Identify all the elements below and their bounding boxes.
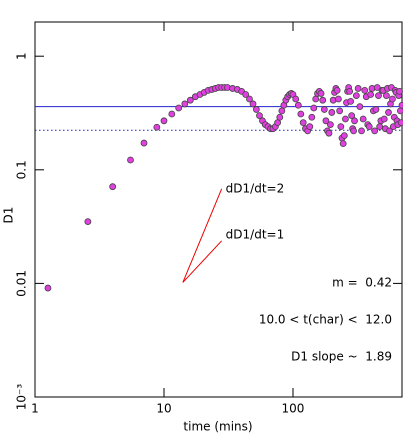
data-point — [337, 123, 345, 131]
data-point — [335, 95, 342, 103]
data-point — [160, 117, 168, 125]
data-point — [340, 132, 348, 140]
data-point — [310, 104, 318, 112]
data-point — [376, 123, 384, 131]
data-point — [327, 121, 334, 128]
data-point — [352, 92, 360, 99]
data-point — [359, 115, 367, 123]
data-point — [342, 115, 349, 123]
data-point — [299, 119, 307, 127]
data-point — [153, 123, 161, 131]
data-point — [339, 140, 347, 148]
data-point — [336, 107, 344, 115]
data-point — [308, 113, 316, 121]
slope-label: dD1/dt=2 — [226, 181, 285, 195]
data-point — [356, 103, 364, 111]
data-point — [347, 98, 355, 105]
data-point — [249, 100, 257, 108]
data-point — [350, 127, 357, 135]
data-point — [325, 129, 333, 137]
data-point — [168, 110, 176, 118]
y-tick-label: 0.1 — [15, 160, 29, 179]
data-point — [375, 92, 382, 99]
data-point — [276, 113, 284, 121]
y-tick-label: 0.01 — [15, 270, 29, 297]
data-point — [371, 127, 379, 135]
data-point — [319, 96, 327, 104]
annotation: m = 0.42 — [332, 276, 392, 290]
data-point — [380, 115, 388, 123]
data-point — [348, 112, 356, 119]
data-point — [181, 100, 189, 108]
x-axis-label: time (mins) — [183, 420, 252, 434]
data-point — [361, 86, 369, 94]
slope-line — [182, 240, 223, 283]
x-tick-label: 1 — [31, 402, 39, 416]
annotation: D1 slope ~ 1.89 — [291, 350, 392, 364]
data-point — [256, 112, 263, 119]
data-point — [242, 91, 250, 98]
data-point — [398, 101, 403, 109]
data-point — [397, 119, 403, 127]
data-point — [365, 123, 373, 131]
data-point — [84, 218, 92, 225]
plot-frame — [34, 21, 403, 398]
y-tick-label: 1 — [15, 52, 29, 60]
data-point — [246, 95, 253, 103]
data-point — [306, 123, 314, 131]
data-point — [358, 127, 365, 135]
data-point — [252, 106, 260, 113]
data-point — [294, 101, 302, 109]
annotation: 10.0 < t(char) < 12.0 — [259, 313, 392, 327]
data-point — [346, 87, 354, 95]
data-point — [297, 110, 305, 118]
data-point — [396, 107, 403, 115]
y-tick-label: 10⁻³ — [15, 384, 29, 411]
data-point — [109, 183, 117, 191]
data-point — [386, 127, 393, 135]
slope-line — [182, 188, 223, 283]
slope-label: dD1/dt=1 — [226, 227, 285, 241]
data-point — [383, 92, 390, 99]
data-point — [292, 95, 300, 103]
data-point — [333, 86, 341, 94]
y-axis-label: D1 — [2, 207, 16, 224]
data-point — [367, 91, 375, 98]
data-point — [372, 106, 380, 113]
data-point — [317, 90, 325, 97]
data-point — [175, 104, 183, 112]
data-point — [186, 96, 194, 104]
data-point — [44, 284, 52, 292]
data-point — [312, 95, 320, 103]
data-point — [140, 139, 148, 147]
data-point — [322, 117, 330, 125]
data-point — [389, 95, 396, 103]
data-point — [385, 109, 392, 116]
data-point — [320, 106, 328, 113]
data-point — [396, 87, 403, 95]
data-point — [354, 85, 362, 92]
data-point — [328, 109, 336, 116]
data-point — [351, 117, 358, 125]
data-point — [278, 107, 286, 115]
data-point — [127, 156, 134, 164]
x-tick-label: 100 — [282, 402, 305, 416]
x-tick-label: 10 — [156, 402, 171, 416]
